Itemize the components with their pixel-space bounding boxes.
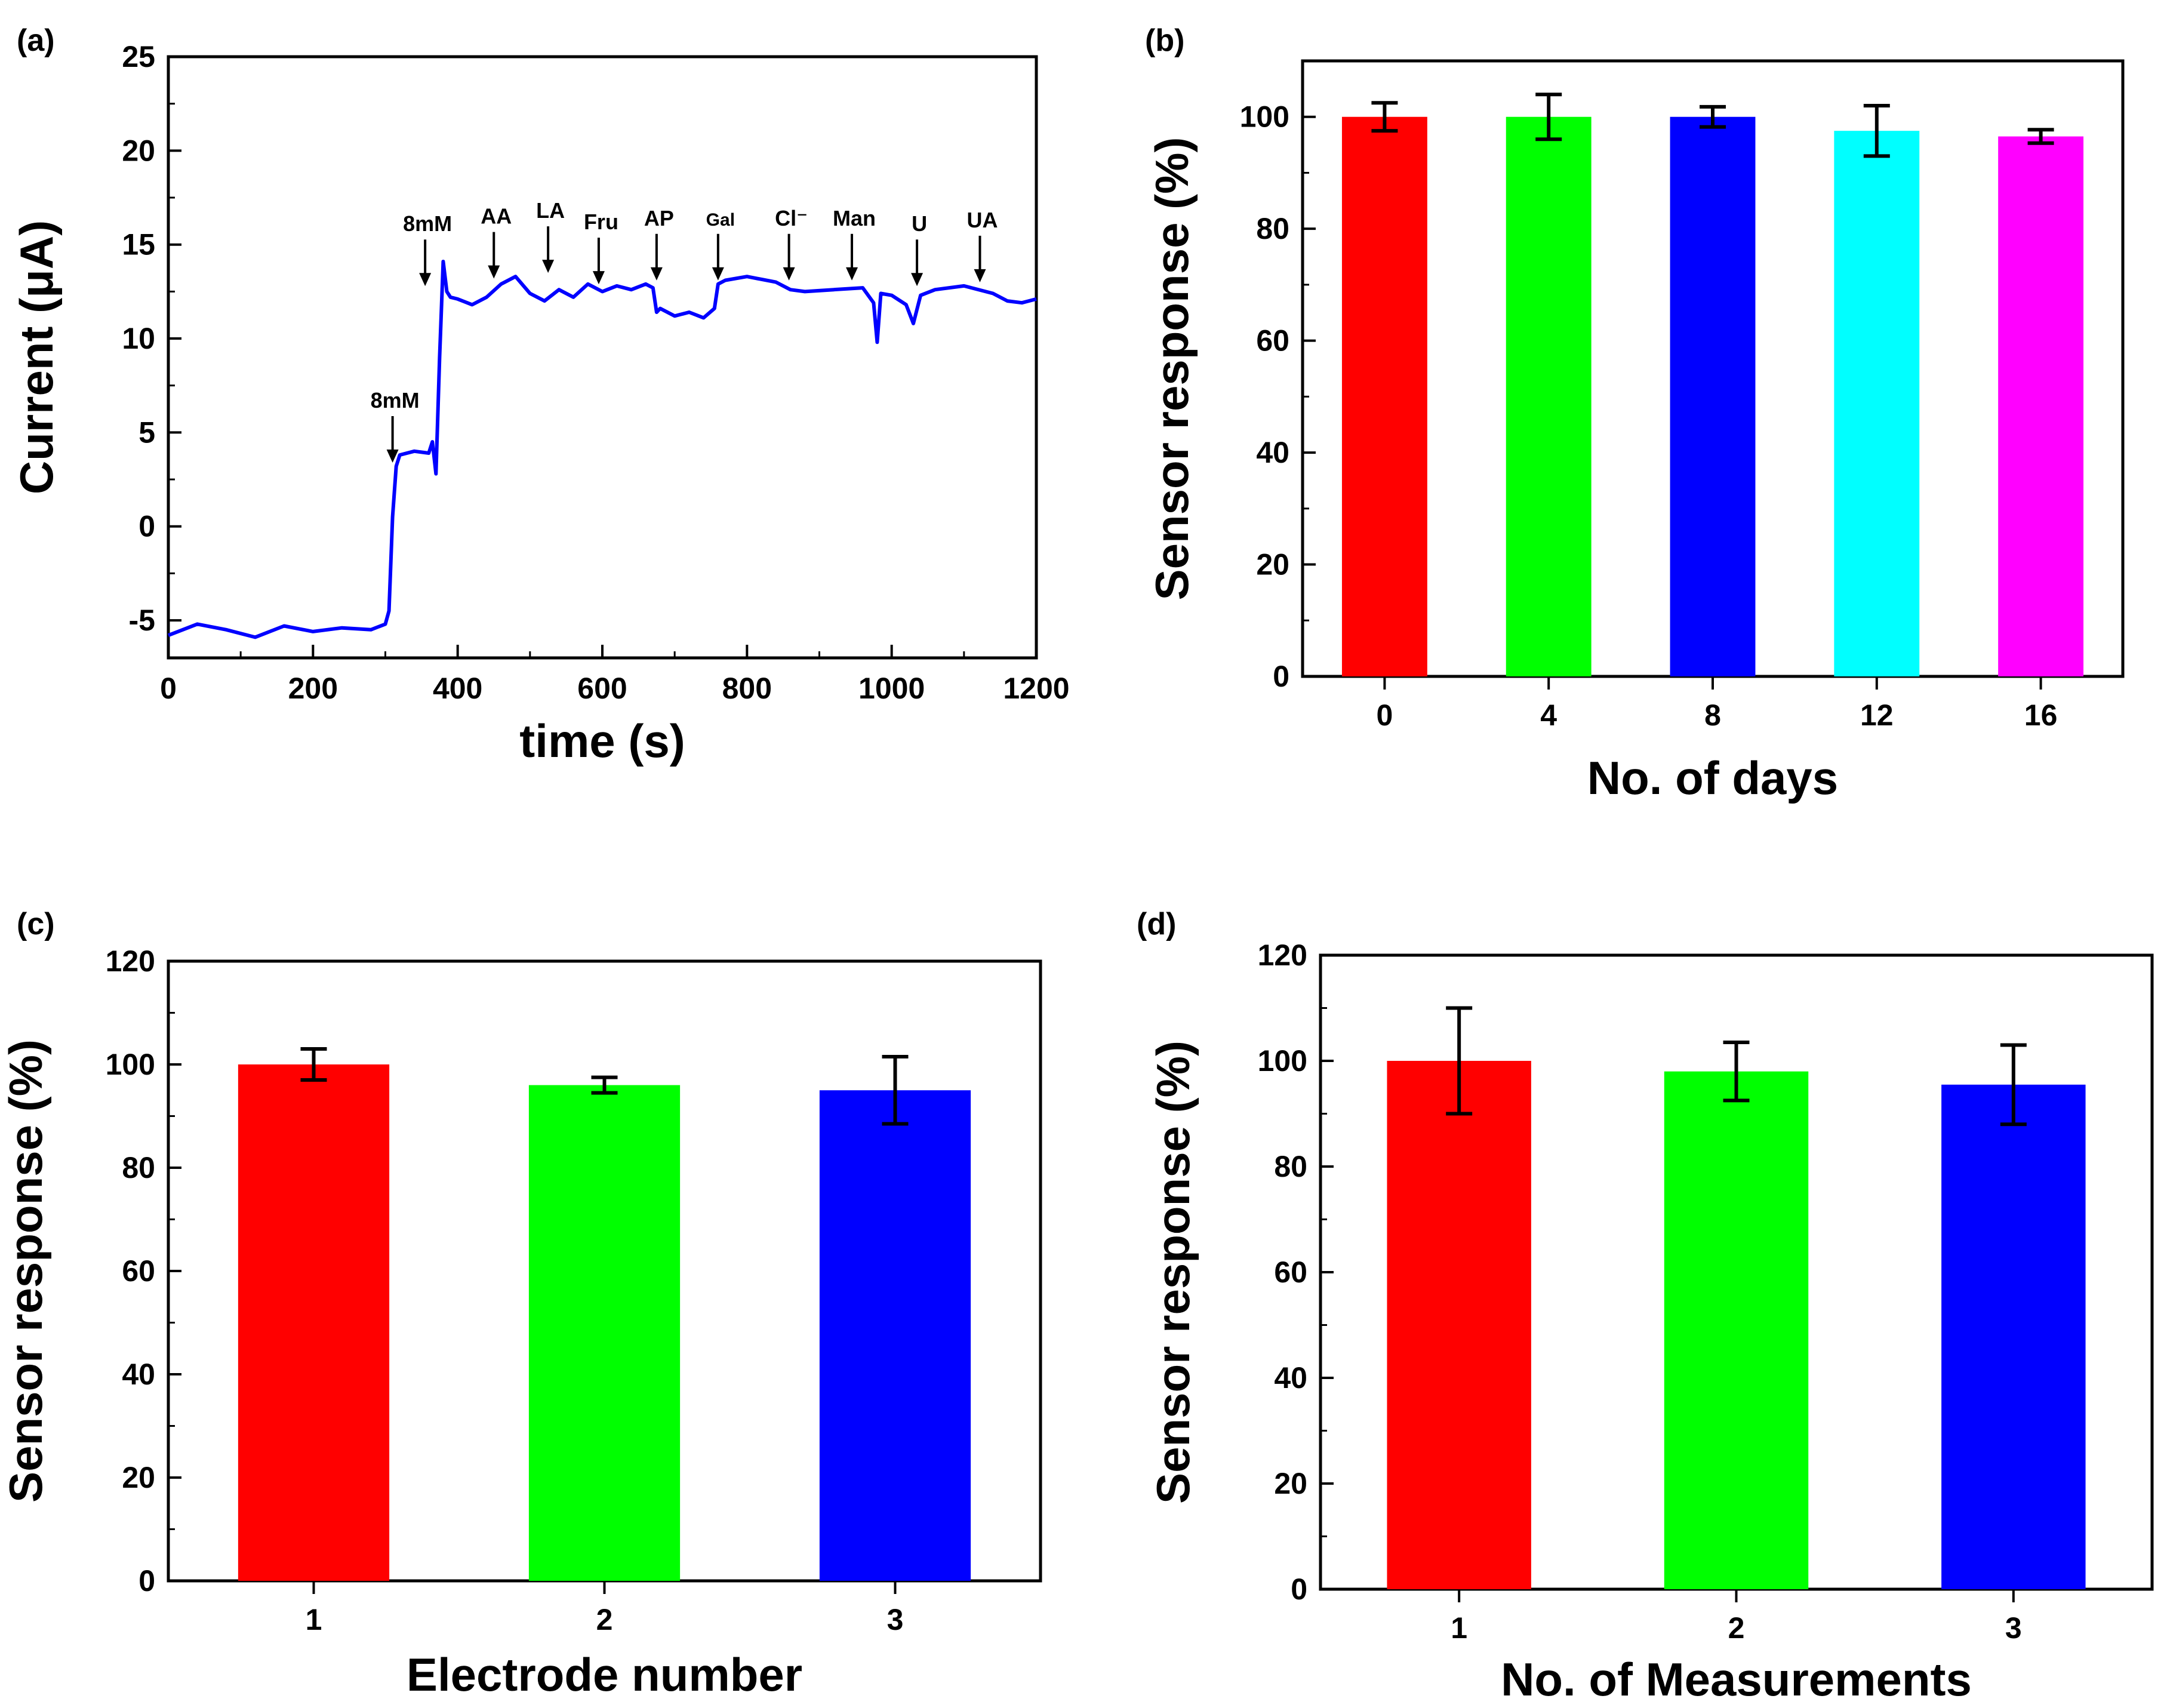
x-axis-title: Electrode number (407, 1648, 802, 1701)
x-tick-label: 16 (2024, 698, 2058, 732)
y-tick-label: 80 (1274, 1150, 1307, 1183)
x-tick-label: 8 (1704, 698, 1721, 732)
y-axis-title: Sensor response (%) (1146, 137, 1198, 601)
panel-label: (d) (1137, 907, 1176, 941)
bar (1670, 116, 1756, 676)
annotation-arrow-head (488, 265, 500, 279)
y-tick-label: 5 (138, 416, 155, 449)
x-axis-title: time (s) (519, 715, 685, 767)
annotation-arrow-head (419, 273, 432, 287)
annotation-label: Gal (706, 210, 735, 230)
panel-a: (a) -5 0 5 10 15 20 25 Current (μA) 0 200 400 600 800… (10, 23, 1070, 767)
x-tick-label: 2 (1728, 1611, 1745, 1645)
y-tick-label: 20 (1256, 548, 1289, 581)
x-tick-label: 200 (288, 672, 338, 705)
x-tick-label: 1000 (858, 672, 925, 705)
panel-label: (b) (1145, 23, 1184, 58)
bar (1506, 116, 1592, 676)
annotation-label: U (912, 211, 927, 236)
x-tick-label: 1 (306, 1603, 322, 1636)
panel-d: (d) 0 20 40 60 80 100 120 Sensor response (%) 1 2 3… (1137, 907, 2154, 1706)
annotation-arrow-head (974, 269, 986, 282)
y-tick-label: 60 (1274, 1255, 1307, 1289)
x-tick-label: 400 (433, 672, 482, 705)
y-tick-label: 80 (122, 1151, 155, 1184)
y-tick-label: 20 (1274, 1467, 1307, 1500)
x-tick-label: 2 (596, 1603, 613, 1636)
annotation-arrow-head (712, 267, 724, 281)
y-axis-title: Sensor response (%) (0, 1039, 52, 1503)
x-tick-label: 4 (1540, 698, 1557, 732)
y-tick-label: 0 (1291, 1572, 1307, 1606)
y-tick-label: 25 (122, 40, 155, 73)
y-tick-label: 120 (106, 944, 155, 978)
x-axis-title: No. of days (1587, 752, 1838, 804)
panel-label: (c) (17, 907, 55, 941)
panel-b: (b) 0 20 40 60 80 100 Sensor response (%) 0 4 8 12 1… (1145, 23, 2125, 804)
bar (528, 1085, 681, 1581)
y-tick-label: 0 (138, 510, 155, 543)
y-tick-label: 120 (1258, 938, 1307, 972)
plot-frame (167, 55, 1038, 660)
y-tick-label: 60 (122, 1254, 155, 1288)
bar (1941, 1084, 2086, 1589)
x-tick-label: 600 (577, 672, 627, 705)
x-tick-label: 3 (887, 1603, 904, 1636)
bar (819, 1090, 971, 1581)
x-tick-label: 0 (160, 672, 177, 705)
x-tick-label: 1 (1451, 1611, 1467, 1645)
x-tick-label: 12 (1860, 698, 1894, 732)
current-trace-line (167, 260, 1037, 639)
annotation-arrow-head (911, 273, 924, 287)
bar (1387, 1061, 1531, 1589)
bar (1998, 136, 2084, 677)
annotation-arrow-head (846, 267, 858, 281)
bar (238, 1064, 390, 1581)
bar (1341, 116, 1427, 676)
y-tick-label: 60 (1256, 324, 1289, 358)
y-tick-label: 40 (1274, 1361, 1307, 1395)
annotation-label: 8mM (403, 211, 452, 236)
y-tick-label: 0 (1273, 660, 1289, 693)
annotation-label: Man (833, 206, 876, 230)
x-tick-label: 0 (1376, 698, 1393, 732)
annotation-label: Cl⁻ (775, 206, 808, 230)
y-tick-label: 100 (1258, 1044, 1307, 1078)
annotation-arrow-head (592, 271, 605, 285)
y-tick-label: 80 (1256, 212, 1289, 245)
x-tick-label: 800 (722, 672, 772, 705)
x-tick-label: 3 (2005, 1611, 2022, 1645)
y-tick-label: 40 (1256, 436, 1289, 469)
annotation-arrow-head (650, 267, 663, 281)
annotation-label: AA (481, 204, 512, 229)
annotation-label: UA (966, 208, 998, 232)
y-tick-label: 20 (122, 1461, 155, 1494)
y-tick-label: 100 (1240, 100, 1289, 134)
y-tick-label: 20 (122, 134, 155, 167)
annotation-label: AP (644, 206, 674, 230)
panel-c: (c) 0 20 40 60 80 100 120 Sensor response (%) 1 2 3… (0, 907, 1042, 1701)
annotation-label: LA (536, 198, 565, 223)
y-tick-label: 0 (138, 1564, 155, 1598)
x-tick-label: 1200 (1003, 672, 1069, 705)
y-tick-label: 100 (106, 1048, 155, 1081)
annotation-arrow-head (386, 450, 399, 463)
y-tick-label: -5 (129, 604, 155, 637)
annotation-label: Fru (584, 210, 618, 234)
x-axis-title: No. of Measurements (1501, 1653, 1972, 1706)
y-tick-label: 10 (122, 322, 155, 355)
bar (1834, 131, 1920, 677)
annotation-arrow-head (542, 260, 555, 273)
panel-label: (a) (17, 23, 55, 58)
y-axis-title: Current (μA) (10, 220, 63, 494)
annotation-arrow-head (783, 267, 795, 281)
annotation-label: 8mM (371, 388, 420, 413)
y-axis-title: Sensor response (%) (1147, 1041, 1199, 1504)
y-tick-label: 40 (122, 1358, 155, 1391)
y-tick-label: 15 (122, 228, 155, 261)
bar (1664, 1071, 1809, 1589)
